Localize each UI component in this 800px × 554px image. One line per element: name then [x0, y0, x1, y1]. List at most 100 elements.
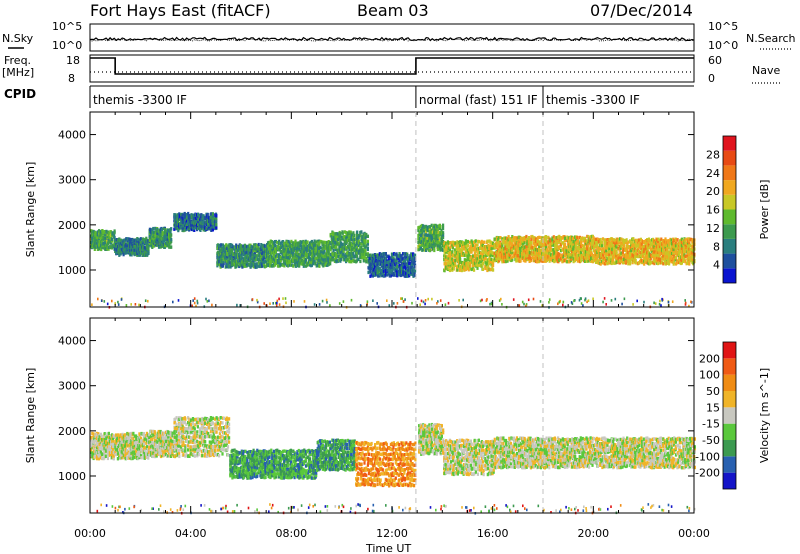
heatmap-cell: [91, 240, 94, 245]
nsky-label: N.Sky: [2, 32, 34, 45]
heatmap-cell: [100, 247, 103, 252]
heatmap-cell: [580, 259, 583, 263]
heatmap-cell: [229, 251, 232, 256]
heatmap-cell: [98, 231, 101, 235]
nsearch-tick-high: 10^5: [708, 20, 738, 33]
heatmap-cell: [227, 259, 230, 264]
heatmap-cell: [122, 252, 125, 257]
heatmap-cell: [231, 262, 234, 266]
heatmap-cell: [94, 243, 97, 247]
heatmap-cell: [466, 243, 469, 247]
heatmap-cell: [118, 253, 121, 257]
heatmap-cell: [164, 237, 168, 242]
heatmap-cell: [182, 214, 185, 218]
heatmap-cell: [249, 258, 252, 263]
heatmap-cell: [91, 235, 94, 239]
heatmap-cell: [148, 233, 151, 237]
heatmap-cell: [222, 253, 225, 257]
heatmap-cell: [327, 249, 330, 254]
heatmap-cell: [206, 227, 209, 231]
heatmap-cell: [102, 230, 105, 235]
heatmap-cell: [143, 238, 146, 242]
heatmap-cell: [486, 239, 489, 243]
heatmap-cell: [396, 264, 399, 268]
heatmap-cell: [216, 261, 220, 265]
heatmap-cell: [240, 253, 243, 257]
heatmap-cell: [115, 248, 118, 252]
heatmap-cell: [104, 244, 107, 248]
heatmap-cell: [104, 232, 107, 236]
heatmap-cell: [366, 234, 369, 238]
freq-tick-low: 8: [68, 72, 75, 85]
heatmap-cell: [91, 237, 94, 241]
heatmap-cell: [188, 225, 191, 229]
heatmap-cell: [136, 253, 139, 257]
power-heatmap: [90, 211, 696, 309]
heatmap-cell: [261, 264, 264, 268]
heatmap-cell: [216, 255, 220, 259]
heatmap-cell: [530, 240, 533, 245]
heatmap-cell: [220, 263, 223, 267]
heatmap-cell: [236, 263, 239, 267]
heatmap-cell: [676, 238, 679, 242]
heatmap-cell: [332, 249, 335, 253]
heatmap-cell: [210, 215, 213, 220]
heatmap-cell: [201, 226, 204, 230]
heatmap-cell: [339, 235, 342, 239]
heatmap-cell: [197, 222, 200, 227]
heatmap-cell: [245, 255, 248, 260]
heatmap-cell: [133, 244, 136, 249]
heatmap-cell: [161, 244, 164, 248]
heatmap-cell: [126, 237, 129, 241]
nsearch-label: N.Search: [746, 32, 796, 45]
heatmap-cell: [183, 218, 186, 222]
heatmap-cell: [221, 264, 224, 268]
heatmap-cell: [254, 247, 257, 251]
heatmap-cell: [474, 239, 477, 243]
heatmap-cell: [288, 250, 291, 254]
heatmap-cell: [240, 257, 243, 262]
heatmap-cell: [255, 265, 258, 269]
heatmap-cell: [110, 237, 114, 241]
heatmap-cell: [323, 240, 326, 245]
heatmap-cell: [395, 261, 398, 265]
heatmap-cell: [208, 218, 211, 222]
heatmap-cell: [199, 228, 202, 232]
heatmap-cell: [339, 232, 342, 236]
heatmap-cell: [200, 213, 203, 217]
heatmap-cell: [442, 231, 445, 235]
heatmap-cell: [143, 245, 146, 250]
heatmap-cell: [231, 260, 234, 264]
heatmap-cell: [684, 254, 687, 258]
heatmap-cell: [145, 236, 148, 241]
heatmap-cell: [118, 251, 121, 255]
heatmap-cell: [227, 261, 230, 266]
heatmap-cell: [576, 239, 579, 243]
heatmap-cell: [664, 237, 667, 241]
heatmap-cell: [215, 214, 218, 218]
heatmap-cell: [139, 237, 142, 241]
heatmap-cell: [118, 244, 121, 248]
heatmap-cell: [181, 224, 184, 229]
heatmap-cell: [247, 251, 250, 255]
heatmap-cell: [126, 249, 129, 254]
heatmap-cell: [220, 249, 223, 253]
heatmap-cell: [206, 212, 209, 217]
heatmap-cell: [136, 237, 139, 242]
heatmap-cell: [180, 216, 183, 220]
heatmap-cell: [538, 235, 541, 240]
heatmap-cell: [177, 220, 180, 225]
heatmap-cell: [254, 257, 257, 262]
heatmap-cell: [220, 243, 223, 247]
heatmap-cell: [251, 262, 254, 267]
heatmap-cell: [211, 217, 214, 221]
heatmap-cell: [164, 244, 168, 248]
heatmap-cell: [120, 240, 124, 244]
heatmap-cell: [247, 257, 250, 261]
heatmap-cell: [148, 230, 151, 234]
heatmap-cell: [229, 249, 232, 253]
heatmap-cell: [185, 216, 189, 220]
heatmap-cell: [166, 232, 169, 237]
heatmap-cell: [205, 226, 208, 231]
heatmap-cell: [232, 263, 235, 267]
